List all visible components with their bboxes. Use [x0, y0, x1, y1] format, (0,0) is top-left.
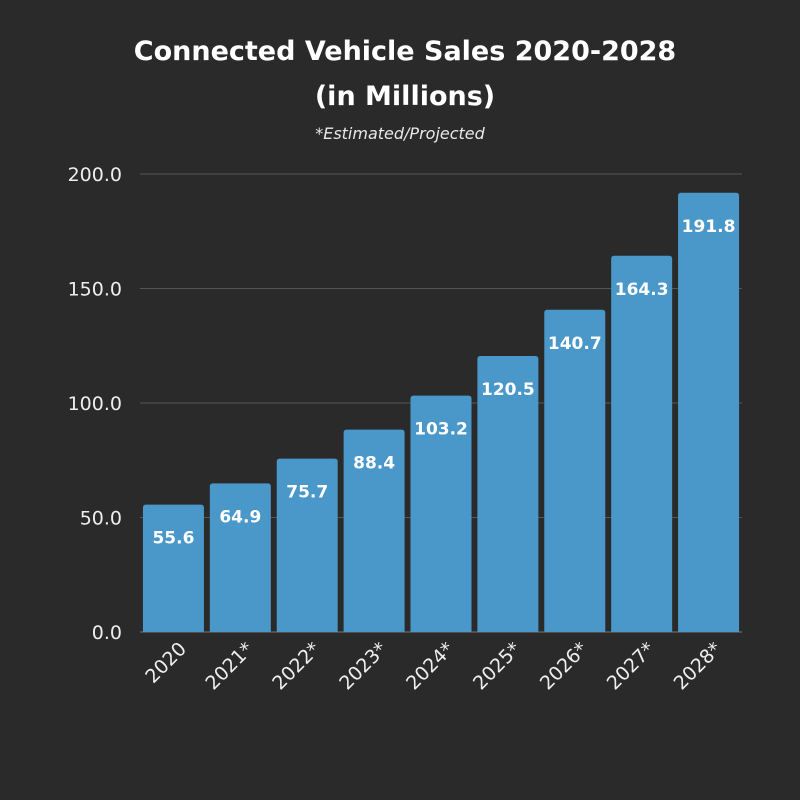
- x-tick-label: 2028*: [670, 638, 726, 694]
- data-label: 88.4: [353, 454, 395, 474]
- data-label: 64.9: [219, 507, 261, 527]
- x-tick-label: 2022*: [268, 638, 324, 694]
- bar: [343, 429, 405, 632]
- x-tick-label: 2021*: [201, 638, 257, 694]
- bar: [611, 255, 673, 633]
- chart-title: Connected Vehicle Sales 2020-2028: [134, 36, 676, 67]
- data-label: 75.7: [286, 483, 328, 503]
- data-label: 191.8: [682, 217, 736, 237]
- x-tick-label: 2027*: [603, 638, 659, 694]
- data-label: 140.7: [548, 334, 602, 354]
- bar: [209, 483, 271, 632]
- chart-subtitle: *Estimated/Projected: [315, 124, 485, 143]
- data-label: 120.5: [481, 380, 535, 400]
- y-tick-label: 0.0: [92, 622, 122, 644]
- bar: [544, 309, 606, 632]
- data-label: 55.6: [152, 529, 194, 549]
- bar: [678, 192, 740, 632]
- data-label: 103.2: [414, 420, 468, 440]
- x-tick-label: 2023*: [335, 638, 391, 694]
- x-tick-label: 2026*: [536, 638, 592, 694]
- bar: [142, 504, 204, 632]
- bar: [276, 458, 338, 632]
- bar: [477, 356, 539, 632]
- data-label: 164.3: [615, 280, 669, 300]
- x-tick-label: 2020: [141, 638, 191, 688]
- x-tick-label: 2025*: [469, 638, 525, 694]
- y-tick-label: 50.0: [80, 508, 122, 530]
- y-tick-label: 200.0: [68, 164, 122, 186]
- y-tick-label: 100.0: [68, 393, 122, 415]
- chart-title-line2: (in Millions): [315, 81, 495, 112]
- bar: [410, 395, 472, 632]
- x-tick-label: 2024*: [402, 638, 458, 694]
- y-tick-label: 150.0: [68, 279, 122, 301]
